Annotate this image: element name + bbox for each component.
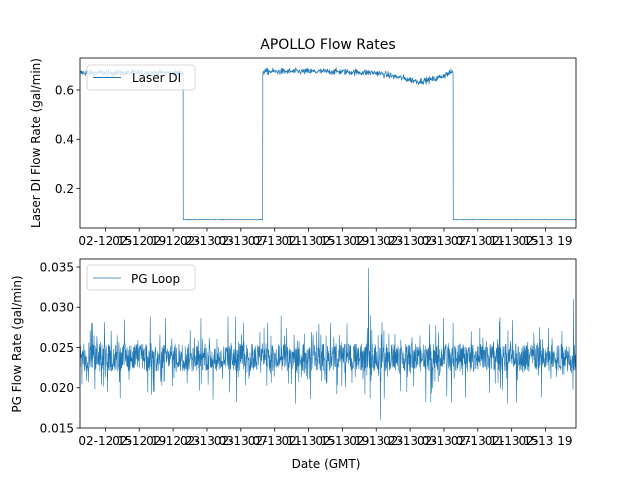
legend: PG Loop	[86, 264, 196, 291]
legend-entry: Laser DI	[132, 71, 181, 85]
y-tick-label: 0.020	[40, 381, 74, 395]
x-tick-label: 02-13 03	[180, 234, 234, 248]
plot-frame	[79, 57, 577, 229]
y-tick-label: 0.035	[40, 260, 74, 274]
chart-title: APOLLO Flow Rates	[260, 37, 395, 53]
y-ticks: 0.015 0.020 0.025 0.030 0.035	[40, 260, 80, 435]
x-tick-label: 02-12 23	[146, 434, 200, 448]
x-tick-label: 02-13 15	[485, 234, 539, 248]
legend-entry: PG Loop	[131, 272, 180, 286]
x-tick-label: 02-13 11	[451, 234, 505, 248]
series-layer	[80, 267, 576, 420]
x-tick-label: 02-13 03	[383, 434, 437, 448]
x-tick-label: 02-12 23	[146, 234, 200, 248]
x-tick-label: 02-13 19	[519, 234, 573, 248]
legend-box	[86, 264, 196, 291]
y-tick-label: 0.025	[40, 341, 74, 355]
y-tick-label: 0.2	[55, 182, 74, 196]
x-tick-label: 02-13 19	[519, 434, 573, 448]
x-tick-label: 02-13 11	[248, 434, 302, 448]
x-tick-label: 02-13 23	[349, 234, 403, 248]
x-tick-label: 02-13 07	[214, 434, 268, 448]
x-tick-label: 02-13 03	[383, 234, 437, 248]
y-axis-label: Laser DI Flow Rate (gal/min)	[29, 58, 43, 228]
x-axis-label: Date (GMT)	[292, 457, 361, 471]
plot-frame	[79, 258, 577, 429]
y-tick-label: 0.4	[55, 133, 74, 147]
y-tick-label: 0.015	[40, 421, 74, 435]
x-tick-label: 02-13 07	[417, 434, 471, 448]
x-tick-label: 02-13 15	[282, 434, 336, 448]
x-tick-label: 02-13 11	[248, 234, 302, 248]
x-tick-label: 02-13 19	[315, 434, 369, 448]
laser-di-chart: APOLLO Flow Rates 0.20.40.6 02-12 1502-1…	[29, 37, 577, 248]
x-tick-label: 02-13 19	[315, 234, 369, 248]
x-tick-label: 02-13 15	[282, 234, 336, 248]
x-tick-label: 02-12 19	[112, 234, 166, 248]
x-tick-label: 02-12 15	[78, 434, 132, 448]
x-tick-label: 02-13 03	[180, 434, 234, 448]
x-tick-label: 02-13 11	[451, 434, 505, 448]
x-tick-label: 02-13 15	[485, 434, 539, 448]
y-tick-label: 0.6	[55, 83, 74, 97]
x-tick-label: 02-13 23	[349, 434, 403, 448]
legend-box	[86, 64, 196, 91]
legend: Laser DI	[86, 64, 196, 91]
x-tick-label: 02-13 07	[417, 234, 471, 248]
y-ticks: 0.2 0.4 0.6	[55, 83, 80, 196]
x-tick-label: 02-12 15	[78, 234, 132, 248]
x-tick-label: 02-12 19	[112, 434, 166, 448]
x-tick-label: 02-13 07	[214, 234, 268, 248]
y-axis-label: PG Flow Rate (gal/min)	[10, 275, 24, 412]
series-line-pg-loop	[80, 267, 576, 420]
y-tick-label: 0.030	[40, 301, 74, 315]
